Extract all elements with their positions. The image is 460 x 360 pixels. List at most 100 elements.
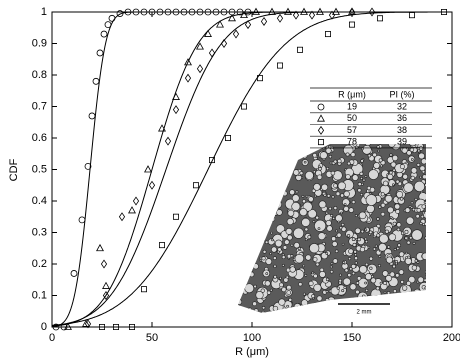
bubble (408, 204, 412, 208)
bubble (258, 149, 262, 153)
bubble (397, 295, 406, 304)
bubble (238, 177, 244, 185)
bubble (312, 303, 321, 312)
bubble (297, 246, 301, 251)
bubble (290, 154, 294, 158)
marker-triangle (284, 7, 292, 15)
bubble (261, 256, 266, 261)
bubble (336, 286, 340, 290)
bubble (248, 271, 255, 278)
bubble (257, 224, 261, 228)
bubble (238, 167, 247, 176)
bubble (410, 201, 414, 205)
bubble (377, 305, 384, 312)
bubble (342, 260, 346, 264)
bubble (341, 289, 345, 293)
bubble (272, 165, 284, 178)
bubble (285, 178, 290, 183)
bubble (380, 202, 386, 208)
marker-circle (180, 8, 188, 16)
bubble (404, 257, 412, 265)
bubble (238, 194, 244, 203)
bubble (421, 170, 426, 174)
bubble (362, 178, 366, 182)
bubble (349, 297, 360, 308)
bubble (330, 170, 336, 176)
marker-triangle (196, 42, 204, 50)
bubble (340, 193, 345, 198)
bubble (249, 245, 252, 249)
bubble (256, 246, 260, 250)
bubble (273, 275, 277, 279)
x-tick-label: 100 (243, 332, 261, 344)
bubble (256, 170, 260, 173)
bubble (405, 293, 410, 298)
marker-square (440, 8, 447, 15)
bubble (388, 308, 395, 313)
bubble (421, 204, 426, 209)
bubble (315, 215, 320, 220)
bubble (389, 215, 393, 219)
bubble (325, 219, 332, 227)
marker-circle (70, 270, 78, 277)
bubbles (238, 144, 426, 313)
bubble (258, 207, 269, 218)
bubble (275, 185, 280, 190)
bubble (290, 254, 294, 258)
bubble (319, 270, 326, 278)
bubble (397, 301, 401, 305)
bubble (258, 155, 261, 159)
bubble (321, 144, 328, 147)
bubble (403, 182, 414, 193)
bubble (276, 250, 280, 254)
bubble (312, 152, 317, 158)
marker-diamond (118, 212, 126, 222)
bubble (264, 240, 269, 245)
marker-circle (172, 8, 180, 16)
bubble (395, 209, 401, 214)
y-tick-label: 0.4 (32, 195, 47, 207)
bubble (425, 178, 426, 182)
bubble (317, 227, 321, 230)
bubble (331, 236, 337, 242)
y-tick-label: 1 (41, 6, 47, 18)
bubble (320, 309, 325, 313)
marker-diamond (260, 16, 268, 26)
bubble (354, 227, 361, 234)
bubble (416, 208, 421, 213)
bubble (410, 175, 415, 181)
bubble (406, 216, 415, 225)
bubble (273, 145, 277, 150)
bubble (375, 286, 380, 291)
bubble (247, 307, 252, 312)
bubble (411, 229, 423, 241)
marker-square (172, 213, 179, 220)
marker-diamond (317, 125, 325, 135)
marker-diamond (208, 48, 216, 58)
bubble (273, 172, 277, 175)
bubble (389, 295, 399, 304)
bubble (404, 236, 408, 240)
bubble (386, 309, 390, 313)
bubble (333, 183, 338, 188)
bubble (391, 154, 399, 162)
bubble (351, 271, 356, 276)
bubble (378, 205, 382, 209)
bubble (240, 285, 243, 289)
bubble (391, 217, 395, 221)
bubble (413, 288, 422, 297)
bubble (241, 189, 246, 194)
bubble (272, 305, 279, 312)
bubble (293, 227, 305, 239)
bubble (410, 167, 418, 174)
bubble (400, 280, 405, 284)
bubble (311, 294, 316, 299)
bubble (282, 245, 288, 250)
bubble (357, 291, 368, 303)
bubble (267, 193, 274, 200)
marker-circle (124, 8, 132, 16)
bubble (318, 200, 327, 209)
bubble (417, 149, 421, 153)
bubble (396, 246, 400, 251)
bubble (255, 146, 259, 150)
